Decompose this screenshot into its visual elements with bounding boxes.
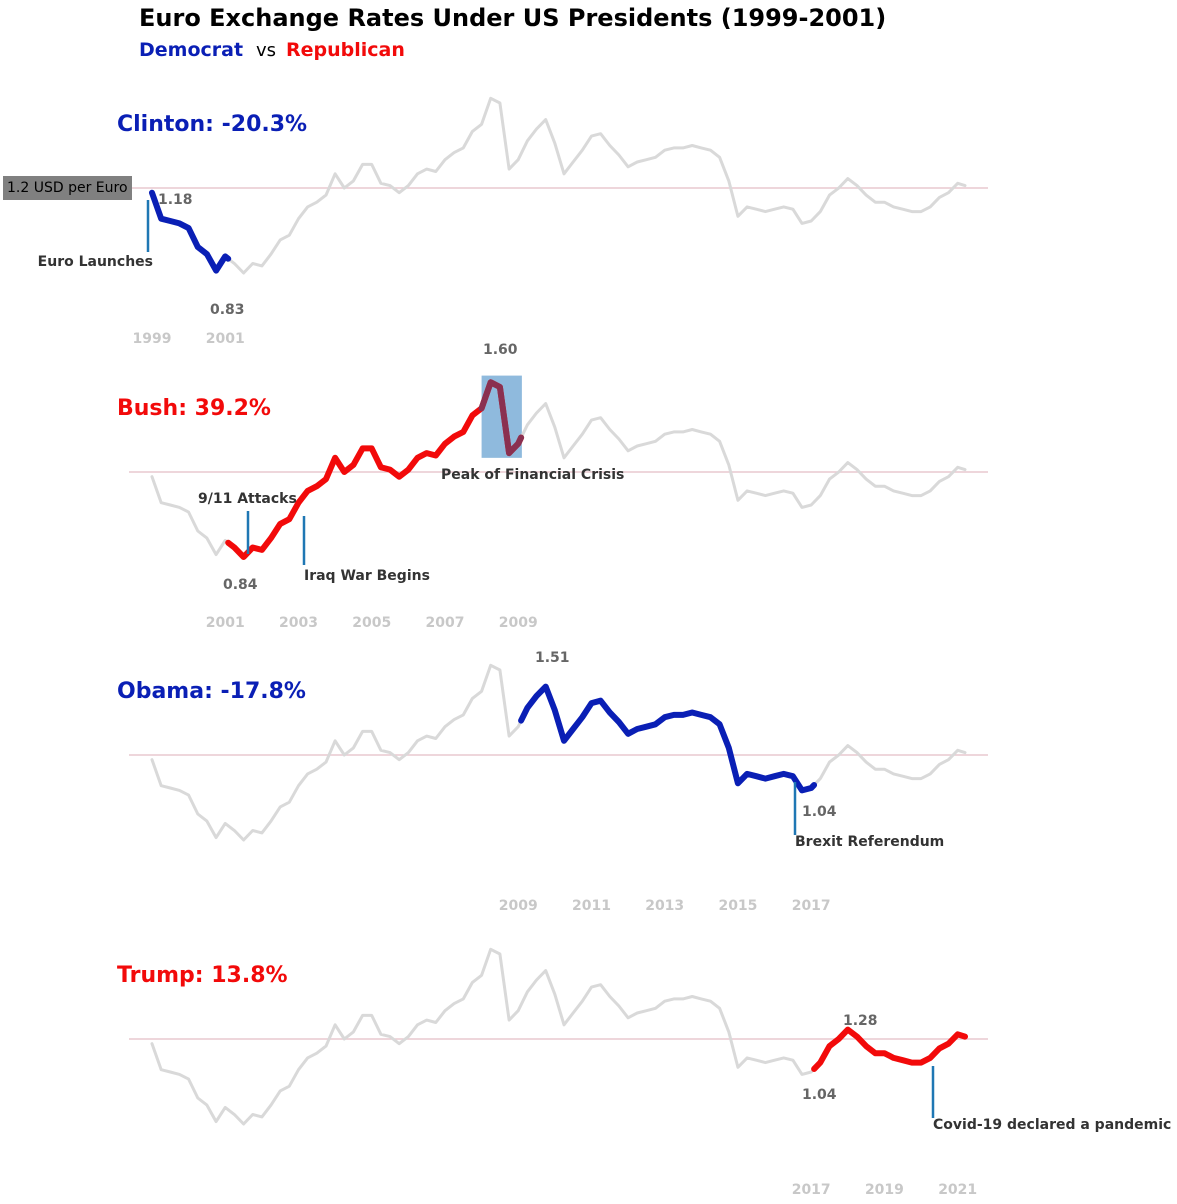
year-tick-label: 2003 bbox=[279, 615, 318, 631]
event-label: Brexit Referendum bbox=[795, 834, 944, 850]
year-tick-label: 2019 bbox=[865, 1182, 904, 1198]
value-label-start: 1.04 bbox=[802, 1087, 837, 1103]
year-tick-label: 2005 bbox=[352, 615, 391, 631]
panel-bush: Bush: 39.2% 2001 2003 2005 2007 2009 0.84 1.60 9… bbox=[117, 342, 988, 631]
value-label-max: 1.51 bbox=[535, 650, 570, 666]
highlight-label: Peak of Financial Crisis bbox=[441, 467, 624, 483]
value-label-min: 0.83 bbox=[210, 302, 245, 318]
year-tick-label: 2017 bbox=[792, 898, 831, 914]
term-series-line-bush bbox=[225, 379, 525, 560]
value-label-max: 1.28 bbox=[843, 1013, 878, 1029]
year-tick-label: 2013 bbox=[645, 898, 684, 914]
year-tick-label: 2007 bbox=[425, 615, 464, 631]
reference-label-box: 1.2 USD per Euro bbox=[3, 176, 132, 200]
event-label: Iraq War Begins bbox=[304, 568, 430, 584]
crisis-series-line bbox=[478, 379, 525, 457]
president-label: Trump: 13.8% bbox=[117, 963, 288, 988]
subtitle-vs: vs bbox=[256, 40, 276, 61]
year-tick-label: 2001 bbox=[206, 331, 245, 347]
value-label-end: 1.04 bbox=[802, 804, 837, 820]
event-label: 9/11 Attacks bbox=[198, 491, 297, 507]
panel-obama: Obama: -17.8% 2009 2011 2013 2015 2017 1.51 1.0… bbox=[117, 650, 988, 914]
year-tick-label: 2011 bbox=[572, 898, 611, 914]
subtitle-republican: Republican bbox=[286, 39, 405, 61]
value-label-min: 0.84 bbox=[223, 577, 258, 593]
year-tick-label: 2001 bbox=[206, 615, 245, 631]
reference-label: 1.2 USD per Euro bbox=[7, 180, 128, 196]
year-tick-label: 2015 bbox=[718, 898, 757, 914]
year-tick-label: 1999 bbox=[133, 331, 172, 347]
background-series-line bbox=[150, 96, 967, 275]
chart-title: Euro Exchange Rates Under US Presidents … bbox=[139, 4, 886, 32]
president-label: Bush: 39.2% bbox=[117, 396, 271, 421]
panel-clinton: Clinton: -20.3% 1999 2001 1.18 0.83 Euro Laun… bbox=[38, 96, 988, 347]
value-label-start: 1.18 bbox=[158, 192, 193, 208]
president-label: Clinton: -20.3% bbox=[117, 112, 307, 137]
event-label: Covid-19 declared a pandemic bbox=[933, 1117, 1171, 1133]
year-tick-label: 2021 bbox=[938, 1182, 977, 1198]
term-series-line-clinton bbox=[149, 189, 232, 274]
term-series-line-trump bbox=[811, 1026, 968, 1072]
event-label: Euro Launches bbox=[38, 254, 153, 270]
president-label: Obama: -17.8% bbox=[117, 679, 306, 704]
president-panels: Clinton: -20.3% 1999 2001 1.18 0.83 Euro Laun… bbox=[38, 96, 1171, 1198]
year-tick-label: 2017 bbox=[792, 1182, 831, 1198]
year-tick-label: 2009 bbox=[499, 615, 538, 631]
term-series-line-obama bbox=[518, 683, 818, 794]
subtitle-democrat: Democrat bbox=[139, 39, 243, 61]
value-label-max: 1.60 bbox=[483, 342, 518, 358]
panel-trump: Trump: 13.8% 2017 2019 2021 1.04 1.28 Covid-19… bbox=[117, 947, 1171, 1198]
year-tick-label: 2009 bbox=[499, 898, 538, 914]
